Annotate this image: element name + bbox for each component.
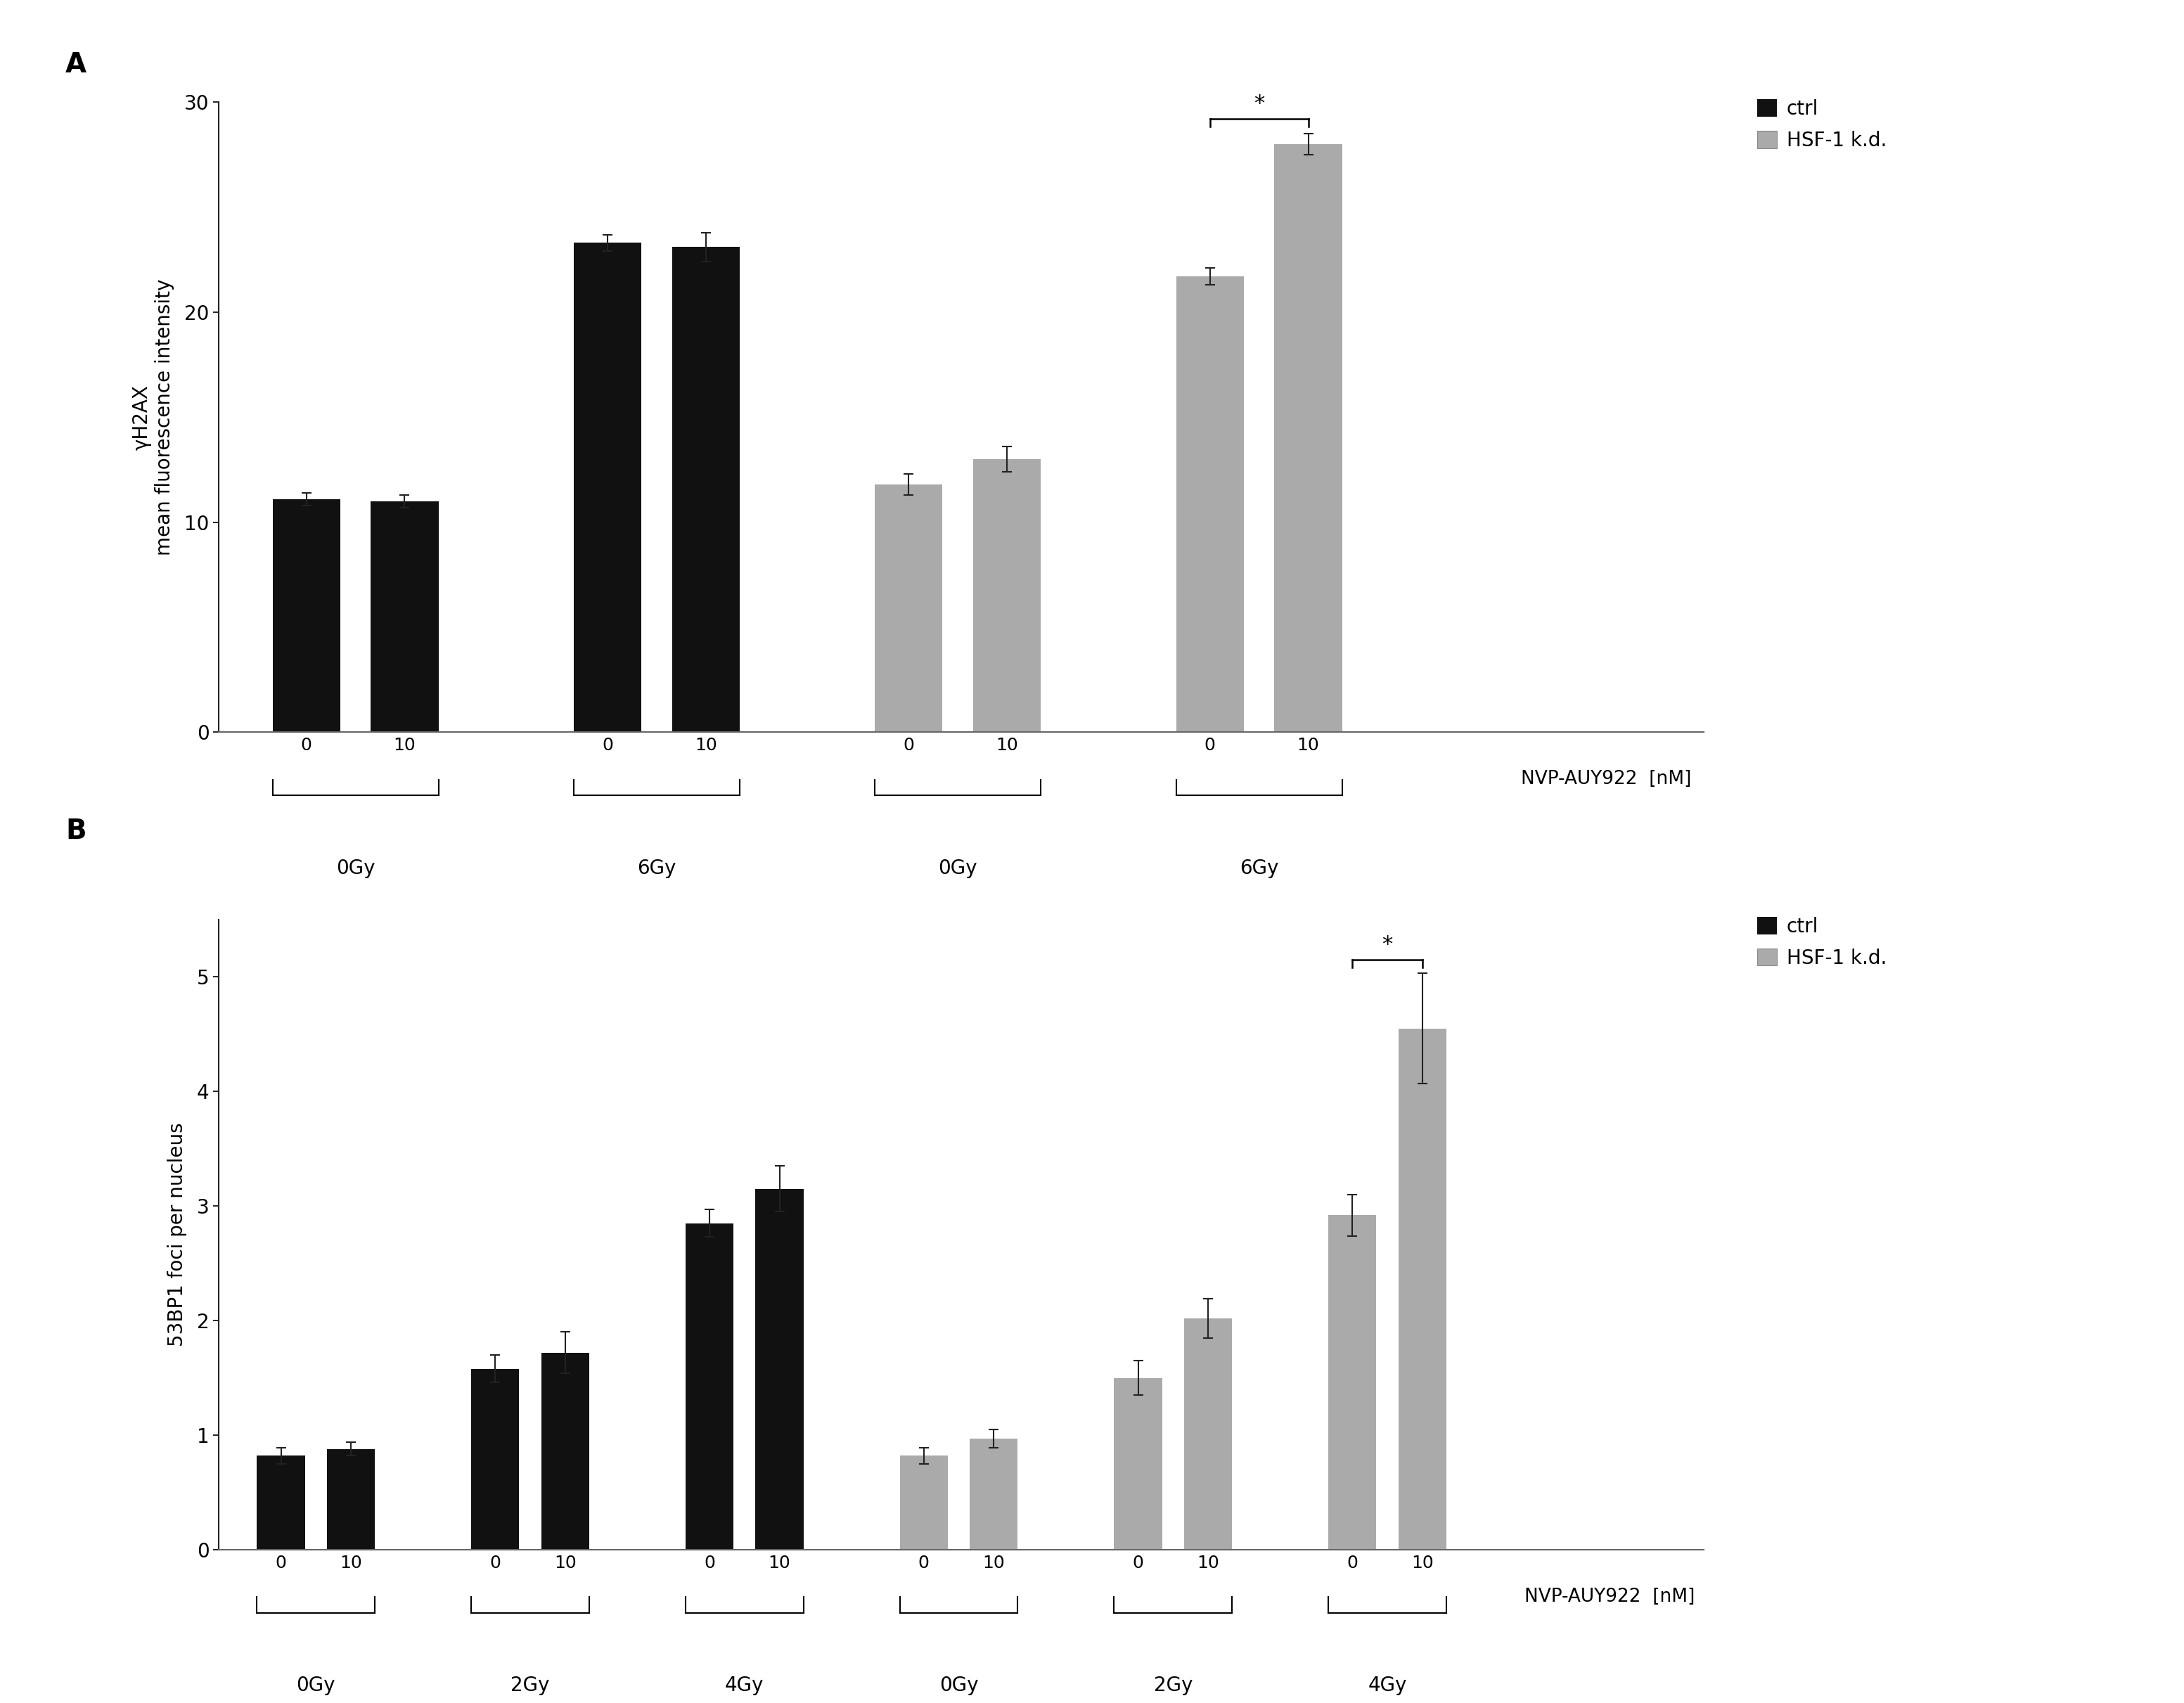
- Bar: [1184, 1318, 1232, 1550]
- Y-axis label: γH2AX
mean fluorescence intensity: γH2AX mean fluorescence intensity: [131, 279, 175, 555]
- Bar: [900, 1456, 948, 1550]
- Text: 0Gy: 0Gy: [336, 858, 376, 879]
- Bar: [686, 1223, 734, 1550]
- Bar: [328, 1449, 376, 1550]
- Bar: [974, 460, 1042, 732]
- Bar: [756, 1189, 804, 1550]
- Text: 0Gy: 0Gy: [939, 858, 978, 879]
- Text: 0Gy: 0Gy: [939, 1676, 978, 1696]
- Text: 2Gy: 2Gy: [511, 1676, 550, 1696]
- Text: 4Gy: 4Gy: [725, 1676, 764, 1696]
- Text: *: *: [1382, 935, 1393, 955]
- Legend: ctrl, HSF-1 k.d.: ctrl, HSF-1 k.d.: [1758, 99, 1887, 150]
- Text: 6Gy: 6Gy: [638, 858, 677, 879]
- Bar: [970, 1439, 1018, 1550]
- Text: 0Gy: 0Gy: [297, 1676, 336, 1696]
- Bar: [273, 499, 341, 732]
- Bar: [1177, 276, 1243, 732]
- Y-axis label: 53BP1 foci per nucleus: 53BP1 foci per nucleus: [168, 1122, 188, 1347]
- Text: B: B: [66, 817, 87, 845]
- Bar: [1328, 1216, 1376, 1550]
- Text: 4Gy: 4Gy: [1367, 1676, 1406, 1696]
- Bar: [876, 484, 943, 732]
- Bar: [574, 244, 642, 732]
- Legend: ctrl, HSF-1 k.d.: ctrl, HSF-1 k.d.: [1758, 916, 1887, 967]
- Text: 6Gy: 6Gy: [1241, 858, 1278, 879]
- Text: 2Gy: 2Gy: [1153, 1676, 1192, 1696]
- Bar: [371, 501, 439, 732]
- Bar: [1114, 1378, 1162, 1550]
- Bar: [542, 1352, 590, 1550]
- Text: A: A: [66, 51, 87, 78]
- Text: NVP-AUY922  [nM]: NVP-AUY922 [nM]: [1524, 1587, 1695, 1606]
- Bar: [1275, 145, 1343, 732]
- Bar: [673, 247, 740, 732]
- Text: *: *: [1254, 94, 1265, 114]
- Bar: [1398, 1029, 1446, 1550]
- Text: NVP-AUY922  [nM]: NVP-AUY922 [nM]: [1520, 770, 1690, 788]
- Bar: [472, 1369, 520, 1550]
- Bar: [258, 1456, 306, 1550]
